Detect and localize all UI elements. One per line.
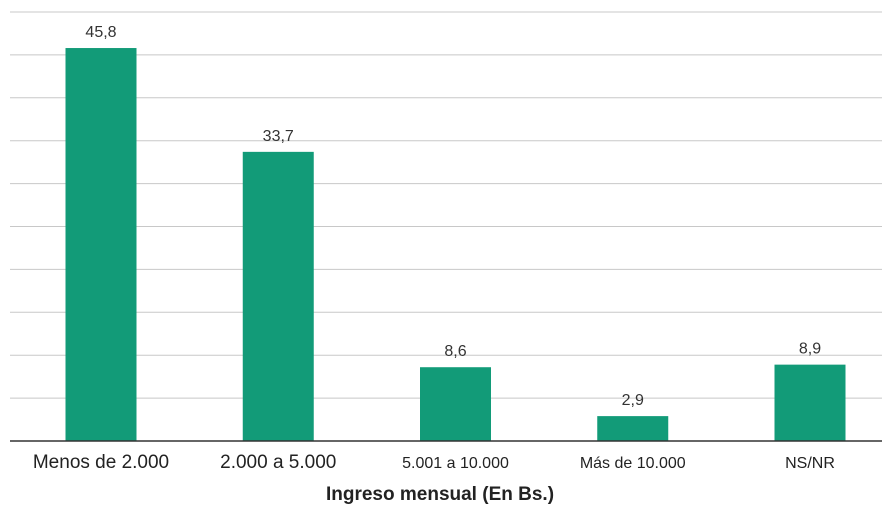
bar <box>65 48 137 441</box>
bar <box>774 364 846 441</box>
bar-value-label: 8,9 <box>799 341 821 358</box>
value-labels: 45,8 33,7 8,6 2,9 8,9 <box>85 24 821 409</box>
gridlines <box>10 11 882 399</box>
bars <box>65 48 846 441</box>
x-tick-label: Menos de 2.000 <box>33 452 169 473</box>
bar <box>597 416 669 441</box>
x-tick-label: Más de 10.000 <box>580 455 686 472</box>
bar <box>420 367 491 441</box>
bar-value-label: 2,9 <box>622 392 644 409</box>
x-axis-title: Ingreso mensual (En Bs.) <box>326 484 554 505</box>
bar-value-label: 8,6 <box>444 343 466 360</box>
bar-value-label: 45,8 <box>85 24 116 41</box>
bar <box>242 151 314 441</box>
x-tick-labels: Menos de 2.000 2.000 a 5.000 5.001 a 10.00… <box>33 452 835 473</box>
bar-value-label: 33,7 <box>263 128 294 145</box>
x-tick-label: NS/NR <box>785 455 835 472</box>
x-tick-label: 5.001 a 10.000 <box>402 455 509 472</box>
x-tick-label: 2.000 a 5.000 <box>220 452 336 473</box>
